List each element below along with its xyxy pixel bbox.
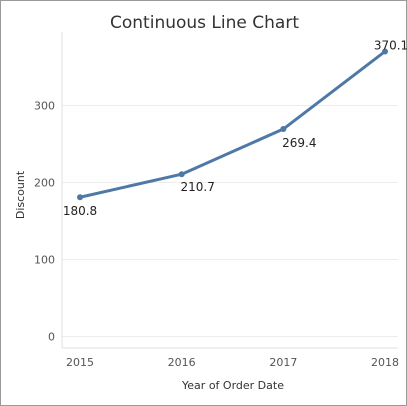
y-tick-label: 0: [48, 330, 55, 343]
series-line: [78, 49, 387, 199]
data-label: 370.1: [374, 38, 407, 52]
y-tick-label: 100: [34, 253, 55, 266]
x-tick-label: 2018: [371, 356, 399, 369]
gridlines: [61, 32, 398, 349]
data-point: [382, 48, 388, 55]
x-tick-labels: 2015 2016 2017 2018: [66, 356, 399, 369]
y-axis-title: Discount: [14, 170, 27, 219]
data-point: [178, 171, 185, 178]
data-labels: 180.8 210.7 269.4 370.1: [63, 38, 407, 218]
y-tick-label: 300: [34, 99, 55, 112]
y-tick-label: 200: [34, 176, 55, 189]
data-points: [77, 48, 388, 201]
data-point: [77, 194, 83, 201]
x-tick-label: 2017: [269, 356, 297, 369]
data-point: [280, 126, 287, 133]
x-tick-label: 2016: [168, 356, 196, 369]
chart-title: Continuous Line Chart: [110, 13, 299, 33]
data-label: 269.4: [282, 136, 316, 150]
x-axis-title: Year of Order Date: [181, 379, 284, 392]
y-tick-labels: 0 100 200 300: [34, 99, 55, 343]
x-tick-label: 2015: [66, 356, 94, 369]
data-label: 180.8: [63, 204, 97, 218]
data-label: 210.7: [180, 180, 214, 194]
